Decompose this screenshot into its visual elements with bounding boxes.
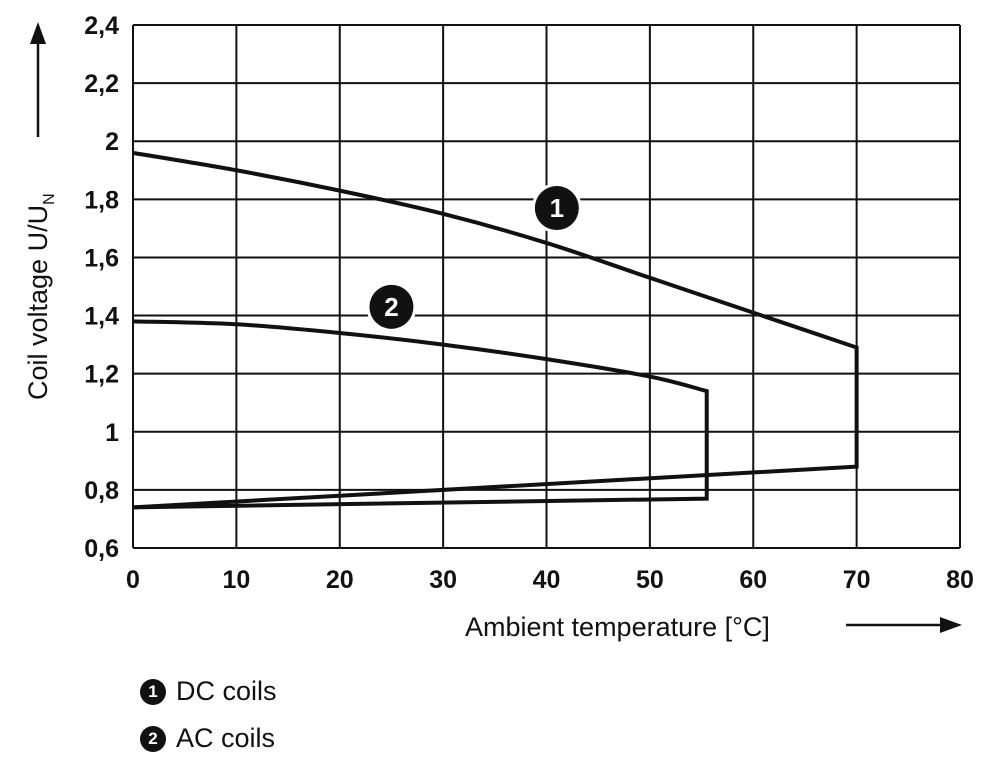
series-markers: 12 <box>366 183 582 332</box>
x-tick-label: 60 <box>739 566 767 594</box>
series-curve-1 <box>132 150 859 510</box>
y-tick-label: 2,2 <box>84 70 119 98</box>
y-tick-label: 1 <box>105 419 119 447</box>
x-axis-arrow-icon <box>940 617 962 633</box>
marker-dot-1 <box>534 186 579 231</box>
tick-labels: 0 10 20 30 40 50 60 70 80 0,6 0,8 1 1,2 1,4 1,6 1,8 2 2,2… <box>84 12 974 594</box>
x-tick-label: 10 <box>222 566 250 594</box>
y-tick-label: 2,4 <box>84 12 119 40</box>
marker-dot-2 <box>369 284 414 329</box>
y-tick-label: 1,2 <box>84 361 119 389</box>
legend-label-ac: AC coils <box>176 723 276 753</box>
y-tick-label: 2 <box>105 128 119 156</box>
y-tick-label: 1,6 <box>84 244 119 272</box>
x-tick-label: 0 <box>126 566 140 594</box>
x-tick-label: 50 <box>636 566 664 594</box>
series-curve-2 <box>132 319 709 510</box>
y-tick-label: 0,6 <box>84 535 119 563</box>
y-tick-label: 0,8 <box>84 477 119 505</box>
legend-marker-1: 1 <box>140 678 166 705</box>
x-axis-title: Ambient temperature [°C] <box>465 612 770 642</box>
x-tick-label: 80 <box>946 566 974 594</box>
x-tick-label: 20 <box>326 566 354 594</box>
x-tick-label: 70 <box>843 566 871 594</box>
marker-label-1: 1 <box>550 193 564 223</box>
x-tick-label: 30 <box>429 566 457 594</box>
y-axis-title: Coil voltage U/UN <box>23 193 58 400</box>
data-curves <box>132 150 859 510</box>
legend-label-dc: DC coils <box>176 676 277 706</box>
legend-item-dc: 1 DC coils <box>140 676 277 707</box>
y-axis-arrow-icon <box>30 22 46 44</box>
marker-label-2: 2 <box>384 292 398 322</box>
y-tick-label: 1,4 <box>84 303 119 331</box>
legend-marker-2: 2 <box>140 725 166 752</box>
grid-lines <box>132 24 961 549</box>
y-tick-label: 1,8 <box>84 186 119 214</box>
x-tick-label: 40 <box>533 566 561 594</box>
legend-item-ac: 2 AC coils <box>140 723 275 754</box>
